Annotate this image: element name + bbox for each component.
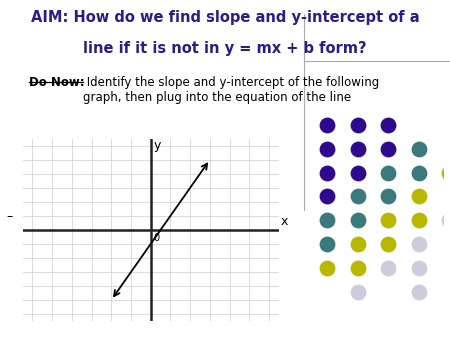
Point	[354, 122, 361, 127]
Point	[385, 194, 392, 199]
Point	[446, 170, 450, 175]
Point	[354, 218, 361, 223]
Text: x: x	[281, 215, 288, 228]
Point	[354, 146, 361, 151]
Point	[324, 265, 331, 271]
Point	[324, 122, 331, 127]
Point	[385, 218, 392, 223]
Point	[324, 218, 331, 223]
Point	[415, 146, 422, 151]
Point	[385, 241, 392, 247]
Text: 0: 0	[154, 233, 160, 243]
Point	[385, 265, 392, 271]
Point	[324, 170, 331, 175]
Point	[415, 218, 422, 223]
Text: –: –	[7, 210, 13, 223]
Point	[385, 122, 392, 127]
Point	[324, 146, 331, 151]
Point	[415, 289, 422, 295]
Point	[415, 241, 422, 247]
Text: Do Now:: Do Now:	[29, 76, 85, 89]
Point	[385, 146, 392, 151]
Point	[415, 170, 422, 175]
Point	[446, 218, 450, 223]
Text: y: y	[154, 139, 161, 151]
Text: line if it is not in y = mx + b form?: line if it is not in y = mx + b form?	[83, 41, 367, 55]
Point	[354, 289, 361, 295]
Point	[385, 170, 392, 175]
Point	[354, 241, 361, 247]
Point	[415, 194, 422, 199]
Point	[354, 265, 361, 271]
Point	[324, 241, 331, 247]
Text: AIM: How do we find slope and y-intercept of a: AIM: How do we find slope and y-intercep…	[31, 10, 419, 25]
Point	[324, 194, 331, 199]
Text: Identify the slope and y-intercept of the following
graph, then plug into the eq: Identify the slope and y-intercept of th…	[83, 76, 379, 104]
Point	[354, 170, 361, 175]
Point	[415, 265, 422, 271]
Point	[354, 194, 361, 199]
